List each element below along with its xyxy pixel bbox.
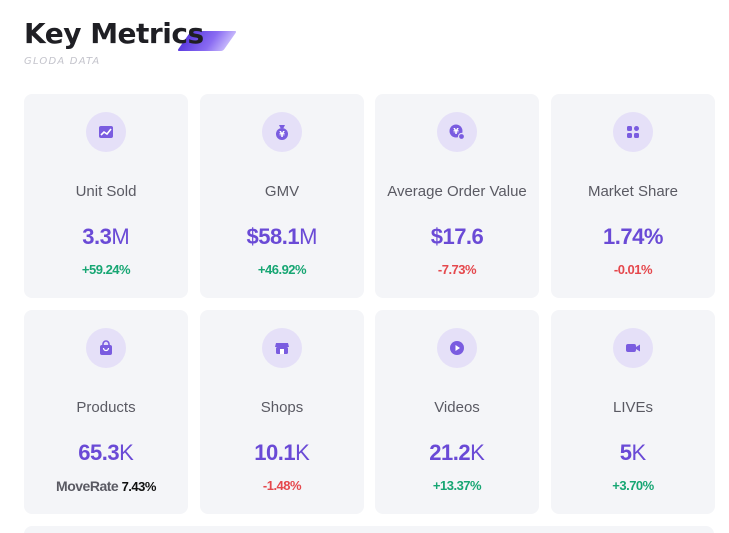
metric-label: Average Order Value: [387, 183, 527, 200]
metric-change: +3.70%: [612, 478, 654, 493]
section-header: Key Metrics GLODA DATA: [24, 16, 238, 76]
metric-card-lives: LIVEs 5K +3.70%: [551, 310, 715, 514]
moverate: MoveRate 7.43%: [24, 478, 188, 494]
metric-card-products: Products 65.3K MoveRate 7.43%: [24, 310, 188, 514]
metric-change: -0.01%: [613, 262, 653, 277]
page-title: Key Metrics: [24, 17, 204, 50]
metric-label: Market Share: [587, 183, 679, 200]
shopping-bag-icon: [86, 328, 126, 368]
metric-card-gmv: ¥ GMV $58.1M +46.92%: [200, 94, 364, 298]
metric-value: 10.1K: [254, 440, 310, 465]
shop-icon: [262, 328, 302, 368]
next-section-card: [24, 526, 714, 533]
metric-value: 65.3K: [78, 440, 134, 465]
metric-change: +13.37%: [432, 478, 482, 493]
page-subtitle: GLODA DATA: [24, 56, 101, 67]
metric-value: 5K: [619, 440, 647, 465]
metric-change: +59.24%: [81, 262, 131, 277]
video-camera-icon: [613, 328, 653, 368]
metric-change: -1.48%: [262, 478, 302, 493]
metric-card-unit-sold: Unit Sold 3.3M +59.24%: [24, 94, 188, 298]
metric-change: +46.92%: [257, 262, 307, 277]
metric-value: $58.1M: [246, 224, 318, 249]
metric-card-market-share: Market Share 1.74% -0.01%: [551, 94, 715, 298]
yen-coin-icon: ¥: [437, 112, 477, 152]
moverate-label: MoveRate: [56, 478, 119, 494]
metric-label: LIVEs: [612, 399, 654, 416]
play-icon: [437, 328, 477, 368]
svg-text:¥: ¥: [453, 127, 459, 136]
moverate-value: 7.43%: [121, 479, 157, 494]
metric-label: GMV: [264, 183, 300, 200]
metric-card-videos: Videos 21.2K +13.37%: [375, 310, 539, 514]
metric-label: Products: [76, 399, 136, 416]
metric-label: Shops: [260, 399, 304, 416]
metric-label: Unit Sold: [75, 183, 137, 200]
svg-text:¥: ¥: [279, 130, 285, 139]
metric-value: 3.3M: [82, 224, 130, 249]
title-wrap: Key Metrics: [24, 16, 238, 52]
chart-icon: [86, 112, 126, 152]
metric-card-average-order-value: ¥ Average Order Value $17.6 -7.73%: [375, 94, 539, 298]
metric-label: Videos: [434, 399, 480, 416]
metric-value: 1.74%: [603, 224, 663, 249]
metric-value: 21.2K: [429, 440, 485, 465]
grid-icon: [613, 112, 653, 152]
metric-card-shops: Shops 10.1K -1.48%: [200, 310, 364, 514]
metric-value: $17.6: [430, 224, 484, 249]
money-bag-icon: ¥: [262, 112, 302, 152]
metric-change: -7.73%: [437, 262, 477, 277]
